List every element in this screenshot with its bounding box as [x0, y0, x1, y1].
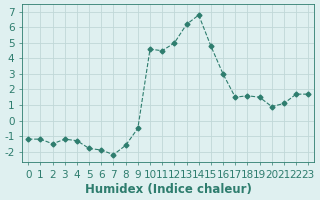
X-axis label: Humidex (Indice chaleur): Humidex (Indice chaleur) [85, 183, 252, 196]
